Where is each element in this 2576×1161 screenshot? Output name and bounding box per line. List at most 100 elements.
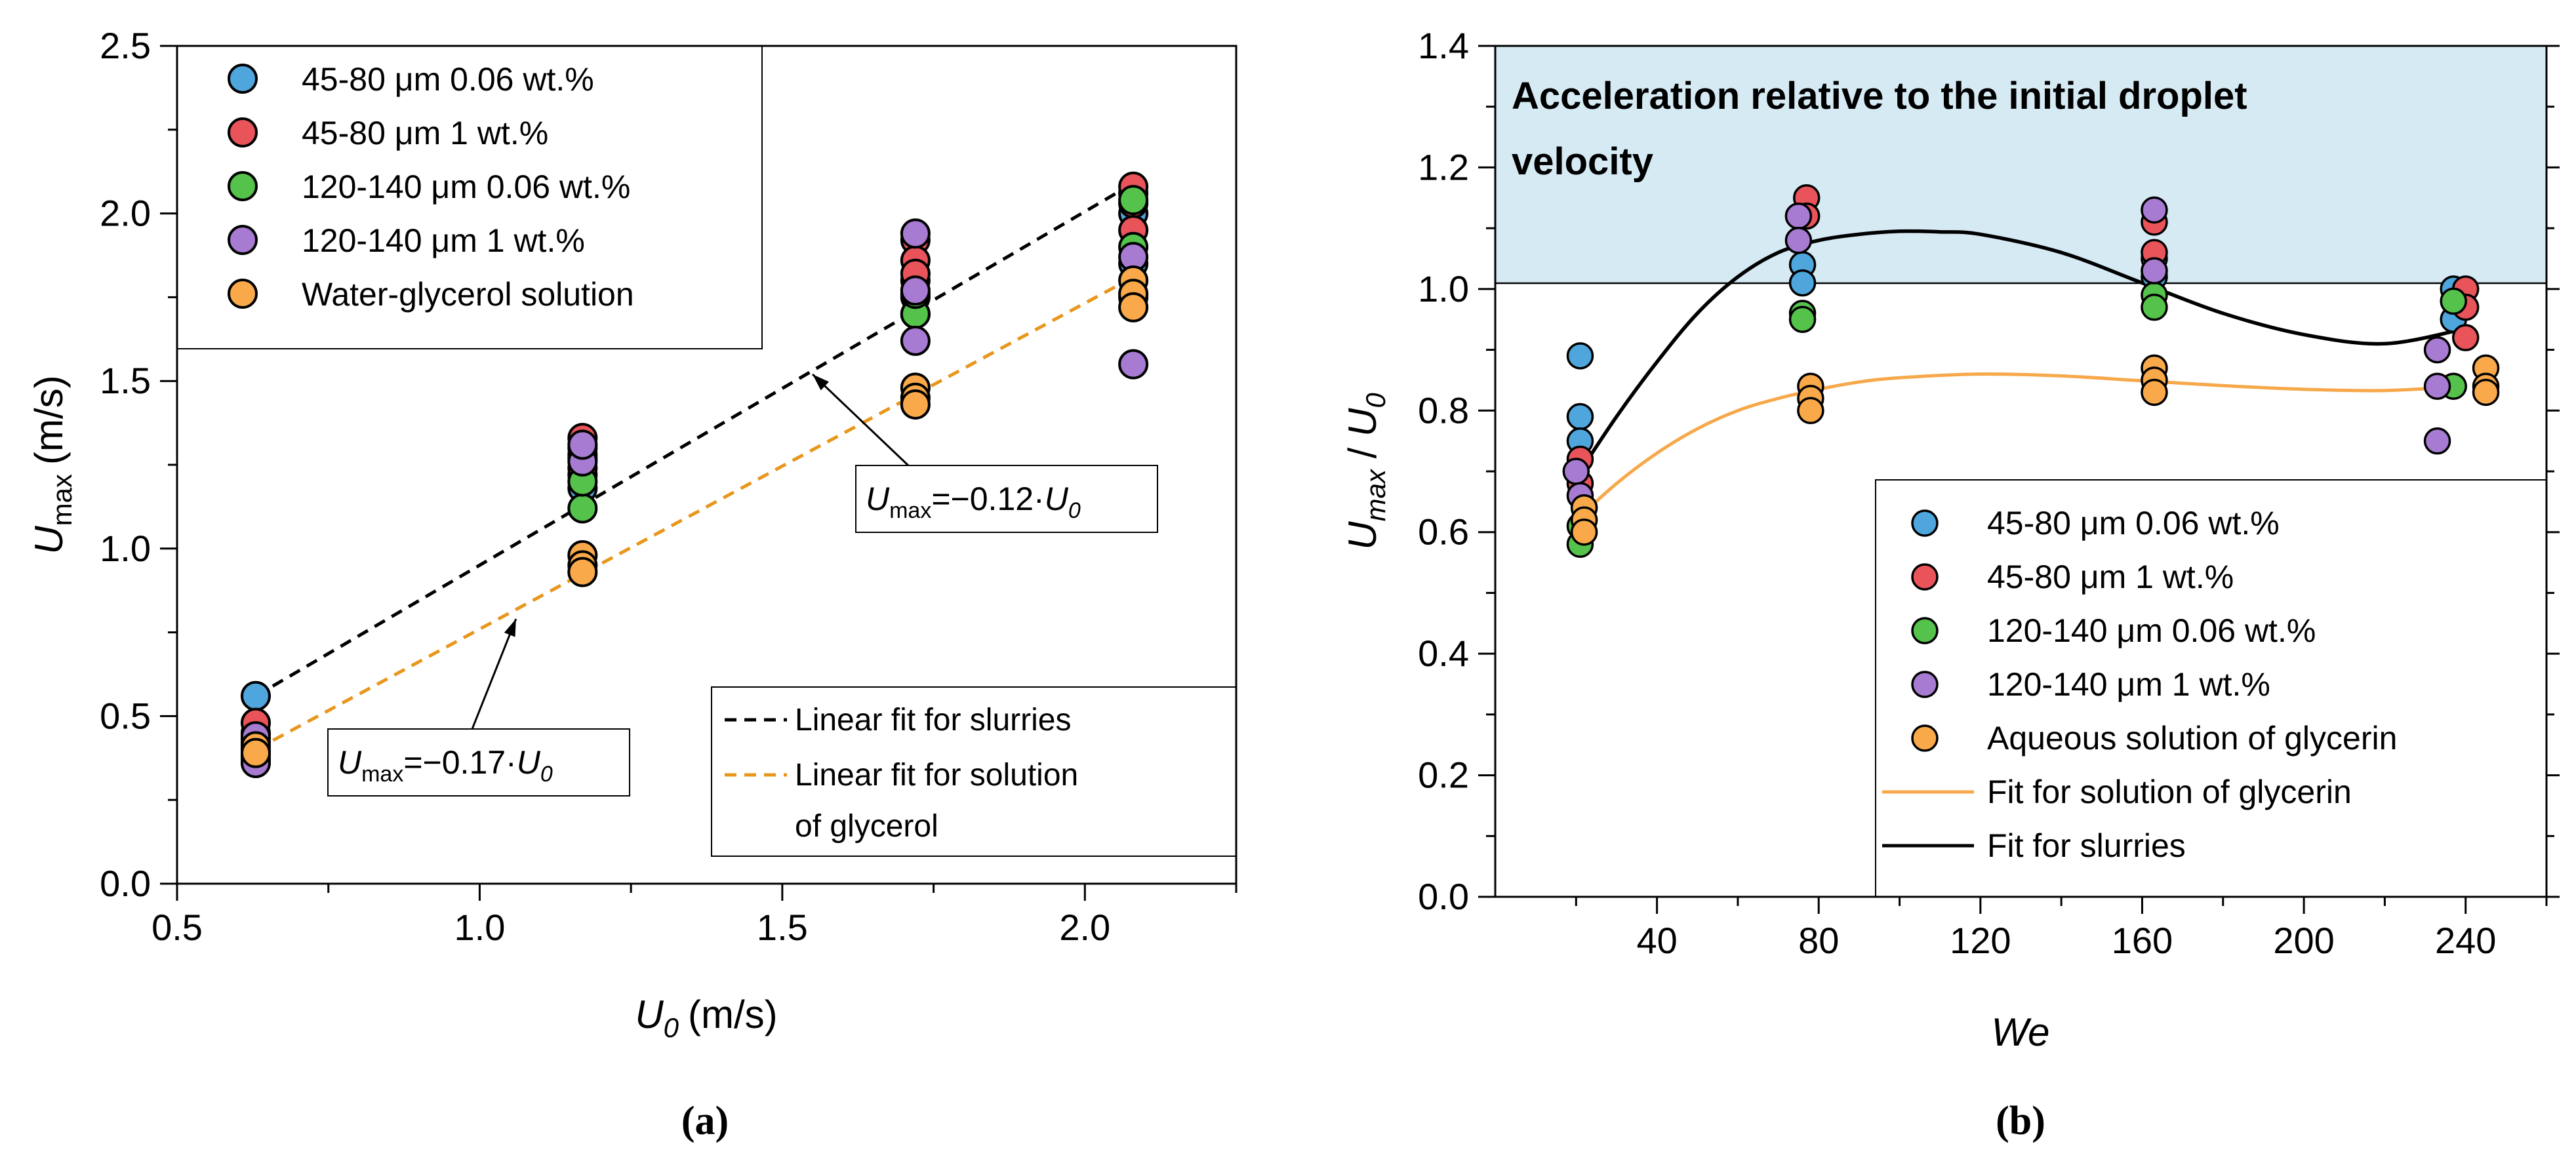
- chart-a-point-series-4: [900, 325, 931, 356]
- chart-a-frame: [176, 45, 1238, 885]
- chart-b-point-series-4: [2423, 336, 2451, 364]
- chart-b-legend-label: 45-80 μm 0.06 wt.%: [1987, 505, 2280, 541]
- chart-b-x-tick-label: 240: [2435, 920, 2496, 961]
- chart-a-legend-label: Water-glycerol solution: [302, 276, 634, 313]
- chart-b-y-tick-label: 0.4: [1418, 633, 1469, 674]
- chart-b-legend-box: [1875, 479, 2547, 897]
- chart-b-y-tick-label: 1.4: [1418, 25, 1469, 66]
- chart-a-point-series-4: [567, 429, 598, 460]
- chart-a-y-tick-label: 2.5: [100, 25, 151, 66]
- chart-b-point-series-4: [2423, 372, 2451, 400]
- chart-b-points: [1562, 184, 2500, 559]
- chart-b-y-title: Umax / U0: [1340, 393, 1391, 550]
- chart-b-point-series-3: [1788, 305, 1817, 333]
- chart-a-legend-marker: [228, 171, 258, 201]
- chart-a-annotation-arrows: [471, 373, 910, 730]
- chart-b-point-series-3: [2440, 287, 2467, 315]
- chart-a-legend-label: 45-80 μm 1 wt.%: [302, 115, 548, 151]
- chart-a-arrow-glycerol: [471, 618, 517, 730]
- chart-b-point-series-4: [2141, 196, 2168, 224]
- chart-a-point-series-4: [900, 218, 931, 249]
- chart-a-annotation-slurry-box: [855, 465, 1158, 533]
- chart-a-legend-marker: [228, 64, 258, 94]
- chart-a-point-series-1: [240, 680, 271, 711]
- chart-b-legend-fit-label: Fit for solution of glycerin: [1987, 774, 2352, 810]
- chart-b-point-series-1: [1566, 403, 1594, 431]
- chart-a-y-tick-label: 0.5: [100, 695, 151, 736]
- chart-b-point-series-5: [1570, 518, 1598, 546]
- chart-a-fit-legend-slurry: Linear fit for slurries: [795, 703, 1071, 738]
- chart-b-point-series-4: [1784, 202, 1813, 230]
- chart-b-legend-label: 120-140 μm 1 wt.%: [1987, 666, 2270, 703]
- chart-a-legend-box: [176, 45, 763, 349]
- chart-b-x-tick-label: 40: [1636, 920, 1677, 961]
- chart-a-legend-marker: [228, 117, 258, 148]
- chart-a-y-tick-label: 1.5: [100, 360, 151, 401]
- chart-b-y-tick-label: 1.2: [1418, 146, 1469, 187]
- chart-a-point-series-5: [240, 738, 271, 768]
- chart-a-point-series-5: [900, 389, 931, 420]
- chart-b-x-tick-label: 200: [2273, 920, 2334, 961]
- chart-b-region-label-line1: Acceleration relative to the initial dro…: [1512, 75, 2247, 117]
- chart-b-y-tick-label: 1.0: [1418, 268, 1469, 309]
- chart-a-points: [240, 171, 1149, 778]
- chart-b-point-series-4: [1784, 226, 1813, 254]
- chart-a-point-series-5: [567, 557, 598, 587]
- chart-b-legend-marker: [1911, 724, 1939, 752]
- chart-b-fit-glycerin: [1575, 372, 2466, 522]
- chart-b-point-series-4: [2423, 427, 2451, 455]
- chart-b-panel-label: (b): [1996, 1099, 2045, 1143]
- chart-a-x-tick-label: 2.0: [1059, 907, 1110, 948]
- chart-a-x-tick-label: 1.5: [757, 907, 808, 948]
- chart-b-y-tick-label: 0.0: [1418, 876, 1469, 917]
- chart-b-y-tick-label: 0.8: [1418, 389, 1469, 431]
- chart-b-point-series-1: [1788, 269, 1817, 297]
- chart-a-x-title: U0 (m/s): [635, 993, 777, 1043]
- chart-b-legend: 45-80 μm 0.06 wt.% 45-80 μm 1 wt.% 120-140…: [1882, 505, 2397, 864]
- chart-a-legend: 45-80 μm 0.06 wt.% 45-80 μm 1 wt.% 120-140…: [228, 61, 634, 313]
- chart-b-tick-labels: 40 80 120 160 200 240 0.0 0.2 0.4 0.6 0.8 1.0 1.2 1.4: [1418, 25, 2496, 961]
- chart-b-x-tick-label: 120: [1950, 920, 2011, 961]
- chart-a-point-series-4: [1118, 349, 1149, 380]
- chart-a-arrow-slurry: [811, 373, 910, 467]
- chart-b-region-label-line2: velocity: [1512, 140, 1653, 183]
- chart-b-point-series-5: [2141, 378, 2168, 406]
- chart-a-y-title: Umax(m/s): [27, 375, 77, 554]
- chart-b-ticks: [1478, 45, 2560, 914]
- chart-a-fit-glycerol: [254, 275, 1135, 751]
- chart-b-point-series-5: [1797, 397, 1824, 425]
- chart-a-x-tick-label: 0.5: [151, 907, 203, 948]
- chart-a-tick-labels: 0.5 1.0 1.5 2.00.00.51.01.52.02.5: [100, 25, 1110, 948]
- chart-b-x-tick-label: 160: [2112, 920, 2173, 961]
- chart-a-point-series-4: [900, 275, 931, 306]
- chart-a-point-series-3: [1118, 185, 1149, 216]
- chart-a-y-tick-label: 2.0: [100, 193, 151, 234]
- chart-b-legend-label: 45-80 μm 1 wt.%: [1987, 559, 2234, 595]
- chart-b-legend-marker: [1911, 509, 1939, 537]
- chart-b-point-series-4: [2141, 257, 2168, 285]
- chart-a-x-tick-label: 1.0: [454, 907, 505, 948]
- chart-a-fit-legend-glycerol-2: of glycerol: [795, 809, 938, 844]
- chart-b-point-series-2: [2451, 324, 2480, 351]
- chart-b-y-tick-label: 0.2: [1418, 755, 1469, 796]
- chart-b-frame: [1494, 45, 2548, 898]
- chart-a-annotation-glycerol: Umax=−0.17·U0: [338, 744, 553, 787]
- chart-a-fit-legend-glycerol-1: Linear fit for solution: [795, 758, 1078, 793]
- chart-b-x-tick-label: 80: [1798, 920, 1839, 961]
- chart-b-y-tick-label: 0.6: [1418, 511, 1469, 553]
- chart-b-point-series-1: [1566, 342, 1594, 370]
- chart-b-legend-label: Aqueous solution of glycerin: [1987, 720, 2397, 757]
- chart-a-legend-label: 120-140 μm 0.06 wt.%: [302, 168, 630, 205]
- chart-a-legend-marker: [228, 225, 258, 255]
- chart-b-legend-fit-label: Fit for slurries: [1987, 827, 2186, 864]
- chart-b-legend-marker: [1911, 617, 1939, 644]
- chart-a-point-series-3: [567, 493, 598, 524]
- chart-a-y-tick-label: 0.0: [100, 863, 151, 904]
- chart-b-x-title: We: [1992, 1010, 2050, 1054]
- chart-a-annotation-glycerol-box: [327, 728, 630, 797]
- chart-a-fit-slurry: [254, 182, 1135, 698]
- chart-b-point-series-3: [2141, 293, 2168, 321]
- chart-b-legend-marker: [1911, 671, 1939, 698]
- chart-a-point-series-5: [1118, 292, 1149, 323]
